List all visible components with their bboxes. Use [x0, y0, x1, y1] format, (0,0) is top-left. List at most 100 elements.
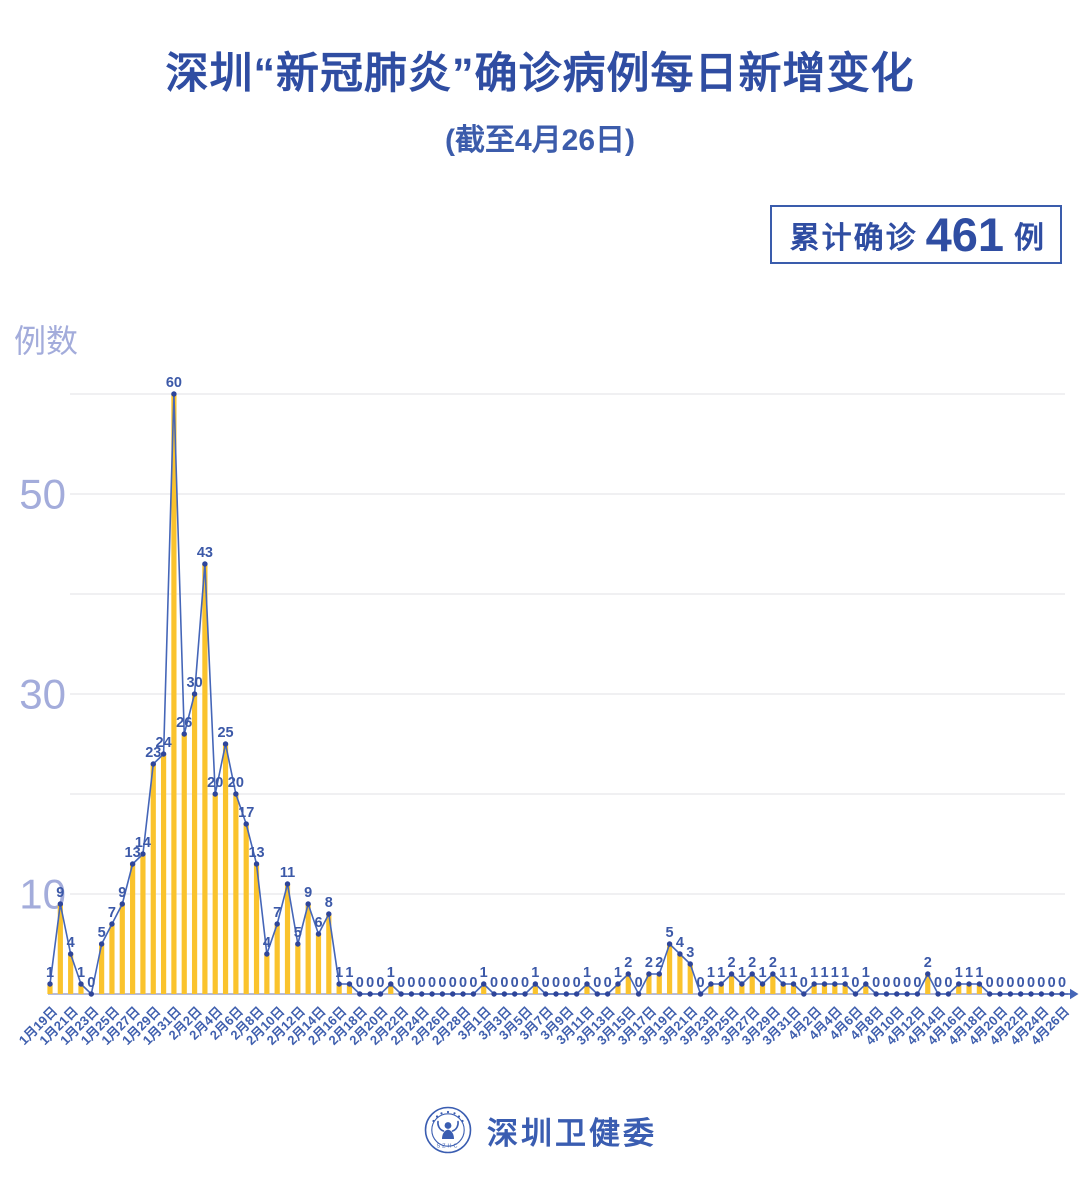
value-label: 43 [197, 545, 213, 561]
bar [739, 984, 745, 994]
value-label: 0 [438, 975, 446, 991]
data-point [718, 981, 724, 987]
axis-arrow [1070, 988, 1079, 1000]
data-point [811, 981, 817, 987]
bar [284, 884, 291, 994]
value-label: 17 [238, 805, 254, 821]
data-point [450, 991, 456, 997]
value-label: 8 [325, 895, 333, 911]
data-point [635, 991, 642, 997]
page-title: 深圳“新冠肺炎”确诊病例每日新增变化 [165, 50, 915, 98]
bar [346, 984, 353, 994]
bar [68, 954, 74, 994]
data-point [501, 991, 508, 997]
value-label: 0 [428, 975, 436, 991]
value-label: 1 [335, 965, 343, 981]
value-label: 0 [573, 975, 581, 991]
data-point [553, 991, 559, 997]
data-point [852, 991, 859, 997]
bar [770, 974, 776, 994]
bar [119, 904, 125, 994]
value-label: 0 [1048, 975, 1056, 991]
badge-prefix: 累计确诊 [789, 221, 918, 255]
value-label: 1 [46, 965, 54, 981]
value-label: 5 [98, 925, 106, 941]
bar [976, 984, 982, 994]
data-point [894, 991, 900, 997]
bar [212, 794, 218, 994]
value-label: 7 [273, 905, 281, 921]
value-label: 2 [924, 955, 932, 971]
data-point [563, 991, 570, 997]
value-label: 0 [552, 975, 560, 991]
data-point [481, 981, 487, 987]
bar [532, 984, 538, 994]
data-point [388, 981, 394, 987]
value-label: 0 [593, 975, 601, 991]
value-label: 23 [145, 745, 161, 761]
value-label: 1 [779, 965, 787, 981]
bar [109, 924, 115, 994]
bar [759, 984, 766, 994]
bar [305, 904, 311, 994]
value-label: 1 [707, 965, 715, 981]
value-label: 0 [944, 975, 952, 991]
data-point [243, 821, 249, 827]
bar [780, 984, 786, 994]
value-label: 0 [996, 975, 1004, 991]
value-label: 0 [872, 975, 880, 991]
value-label: 60 [166, 375, 182, 391]
bar [821, 984, 828, 994]
value-label: 30 [187, 675, 203, 691]
data-point [233, 791, 239, 797]
bar [656, 974, 662, 994]
data-point [284, 881, 291, 887]
value-label: 13 [125, 845, 141, 861]
bar [222, 744, 229, 994]
value-label: 0 [1037, 975, 1045, 991]
bar [832, 984, 838, 994]
data-point [646, 971, 652, 977]
value-label: 25 [217, 725, 233, 741]
data-point [708, 981, 714, 987]
bar [708, 984, 714, 994]
data-point [57, 901, 64, 907]
data-point [140, 851, 146, 857]
data-point [1048, 991, 1055, 997]
data-point [491, 991, 497, 997]
bar [191, 694, 198, 994]
data-point [966, 981, 972, 987]
data-point [326, 911, 332, 917]
value-label: 0 [893, 975, 901, 991]
bar [925, 974, 931, 994]
data-point [274, 921, 280, 927]
data-point [305, 901, 311, 907]
value-label: 0 [376, 975, 384, 991]
data-point [594, 991, 601, 997]
logo-text: SZHC [437, 1144, 460, 1150]
data-point [511, 991, 518, 997]
value-label: 0 [913, 975, 921, 991]
bar [140, 854, 146, 994]
value-label: 0 [407, 975, 415, 991]
value-label: 1 [531, 965, 539, 981]
data-point [625, 971, 631, 977]
value-label: 2 [728, 955, 736, 971]
bar [863, 984, 869, 994]
value-label: 1 [841, 965, 849, 981]
value-label: 0 [604, 975, 612, 991]
data-point [264, 951, 270, 957]
value-label: 0 [1006, 975, 1014, 991]
bar [481, 984, 487, 994]
bar [99, 944, 105, 994]
value-label: 0 [459, 975, 467, 991]
data-point [728, 971, 735, 977]
value-label: 13 [248, 845, 264, 861]
data-point [98, 941, 105, 947]
data-point [759, 981, 766, 987]
data-point [367, 991, 373, 997]
value-label: 9 [304, 885, 312, 901]
data-point [749, 971, 755, 977]
value-label: 4 [263, 935, 271, 951]
data-point [666, 941, 673, 947]
